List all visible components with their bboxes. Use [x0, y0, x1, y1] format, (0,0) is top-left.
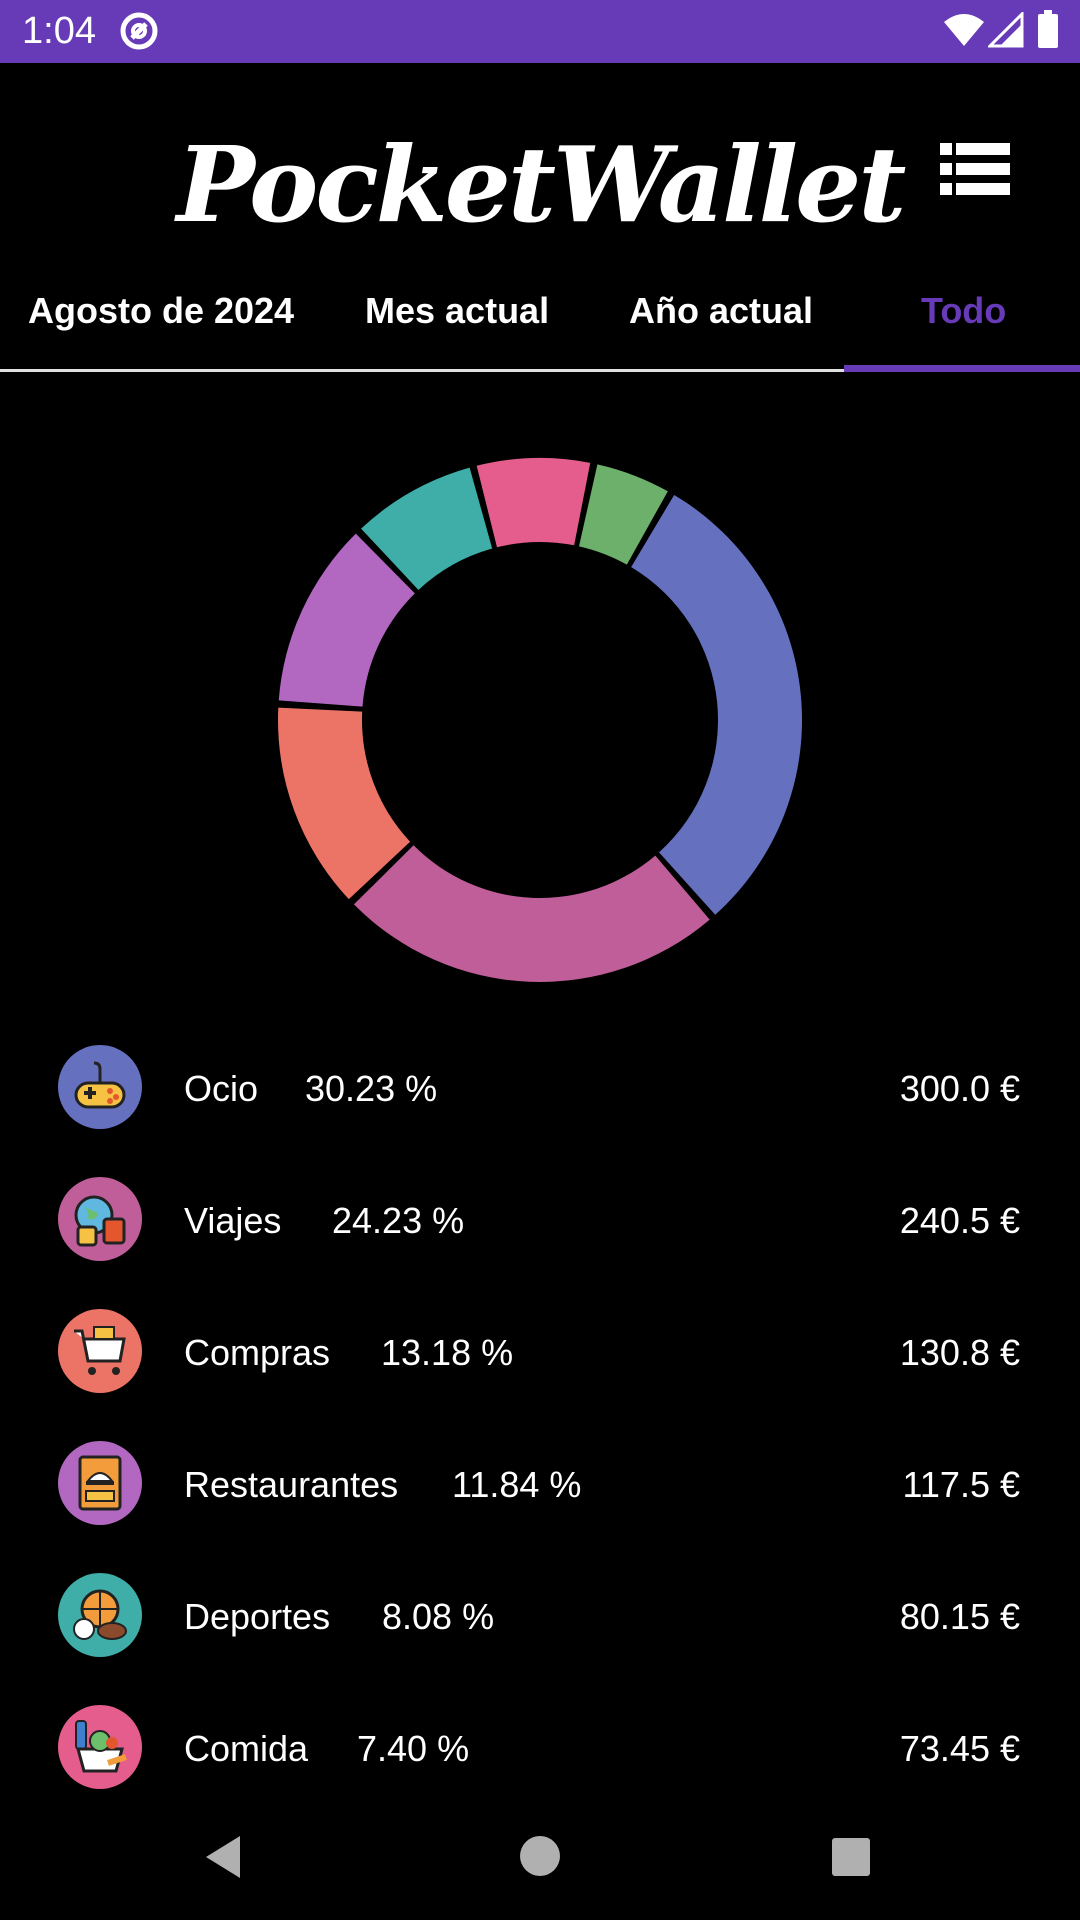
donut-slice-viajes: [354, 845, 710, 982]
expense-donut-chart: [270, 450, 810, 990]
category-percent: 7.40 %: [357, 1728, 469, 1770]
groceries-icon: [58, 1705, 142, 1789]
tab-ano-actual[interactable]: Año actual: [629, 290, 813, 332]
home-icon[interactable]: [520, 1836, 560, 1876]
globe-luggage-icon: [58, 1177, 142, 1261]
navigation-bar: [0, 1800, 1080, 1920]
app-title: PocketWallet: [0, 123, 1080, 246]
back-icon[interactable]: [200, 1832, 250, 1882]
category-name: Deportes: [184, 1596, 330, 1638]
category-percent: 11.84 %: [452, 1464, 581, 1506]
category-percent: 13.18 %: [381, 1332, 513, 1374]
category-name: Restaurantes: [184, 1464, 398, 1506]
category-name: Compras: [184, 1332, 330, 1374]
wifi-icon: [943, 12, 985, 48]
period-tabs: Agosto de 2024 Mes actual Año actual Tod…: [0, 270, 1080, 372]
tab-todo[interactable]: Todo: [921, 290, 1006, 332]
sync-icon: [118, 10, 160, 52]
category-name: Viajes: [184, 1200, 281, 1242]
category-amount: 300.0 €: [900, 1068, 1020, 1110]
category-amount: 73.45 €: [900, 1728, 1020, 1770]
category-row-ocio[interactable]: Ocio 30.23 % 300.0 €: [0, 1040, 1080, 1172]
status-bar: 1:04: [0, 0, 1080, 63]
category-amount: 80.15 €: [900, 1596, 1020, 1638]
category-percent: 24.23 %: [332, 1200, 464, 1242]
tab-agosto-2024[interactable]: Agosto de 2024: [28, 290, 294, 332]
signal-icon: [988, 12, 1024, 48]
donut-slice-comida: [477, 458, 591, 547]
donut-slice-ocio: [631, 495, 802, 915]
gamepad-icon: [58, 1045, 142, 1129]
category-percent: 8.08 %: [382, 1596, 494, 1638]
category-name: Ocio: [184, 1068, 258, 1110]
sports-balls-icon: [58, 1573, 142, 1657]
battery-icon: [1038, 10, 1058, 48]
category-name: Comida: [184, 1728, 308, 1770]
list-icon[interactable]: [940, 139, 1010, 199]
menu-book-icon: [58, 1441, 142, 1525]
category-row-restaurantes[interactable]: Restaurantes 11.84 % 117.5 €: [0, 1436, 1080, 1568]
tab-indicator: [844, 365, 1080, 372]
tab-mes-actual[interactable]: Mes actual: [365, 290, 549, 332]
category-row-compras[interactable]: Compras 13.18 % 130.8 €: [0, 1304, 1080, 1436]
category-percent: 30.23 %: [305, 1068, 437, 1110]
category-row-deportes[interactable]: Deportes 8.08 % 80.15 €: [0, 1568, 1080, 1700]
category-amount: 130.8 €: [900, 1332, 1020, 1374]
category-row-viajes[interactable]: Viajes 24.23 % 240.5 €: [0, 1172, 1080, 1304]
shopping-cart-icon: [58, 1309, 142, 1393]
category-amount: 117.5 €: [903, 1464, 1020, 1506]
status-time: 1:04: [22, 10, 96, 53]
recents-icon[interactable]: [832, 1838, 870, 1876]
category-amount: 240.5 €: [900, 1200, 1020, 1242]
app-bar: PocketWallet: [0, 63, 1080, 283]
